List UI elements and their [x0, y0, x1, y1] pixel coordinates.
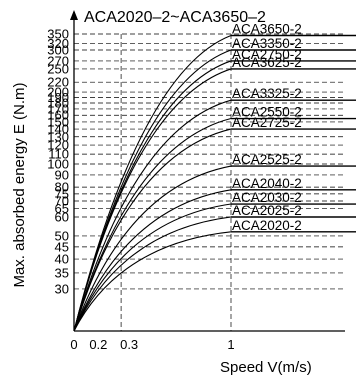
y-tick-label: 190 [47, 90, 69, 105]
y-tick-label: 180 [47, 96, 69, 111]
series-curve [73, 99, 232, 332]
series-curve [73, 189, 232, 332]
series-label: ACA2725-2 [232, 115, 302, 130]
series-curve [73, 49, 232, 332]
series-label: ACA2525-2 [232, 152, 302, 167]
series-label: ACA3325-2 [232, 86, 302, 101]
series-label: ACA3350-2 [232, 36, 302, 51]
y-tick-label: 40 [55, 252, 69, 267]
x-tick-label: 1 [227, 337, 234, 352]
y-tick-label: 140 [47, 122, 69, 137]
y-tick-label: 70 [55, 194, 69, 209]
y-tick-label: 160 [47, 108, 69, 123]
y-tick-label: 60 [55, 210, 69, 225]
y-tick-label: 130 [47, 129, 69, 144]
series-curve [73, 231, 232, 332]
series-label: ACA3625-2 [232, 55, 302, 70]
series-label: ACA2040-2 [232, 176, 302, 191]
x-tick-label: 0 [70, 337, 77, 352]
y-tick-label: 350 [47, 27, 69, 42]
series-curve [73, 68, 232, 332]
y-tick-label: 120 [47, 138, 69, 153]
y-tick-label: 100 [47, 156, 69, 171]
y-axis-label: Max. absorbed energy E (N.m) [11, 82, 28, 287]
series-curve [73, 128, 232, 332]
series-curve [73, 203, 232, 332]
y-tick-label: 200 [47, 85, 69, 100]
y-tick-label: 150 [47, 114, 69, 129]
x-tick-label: 0.2 [89, 337, 107, 352]
y-tick-label: 270 [47, 53, 69, 68]
series-label: ACA2025-2 [232, 203, 302, 218]
y-tick-label: 80 [55, 180, 69, 195]
series-label: ACA3650-2 [232, 21, 302, 36]
y-tick-label: 65 [55, 201, 69, 216]
chart-title: ACA2020–2~ACA3650–2 [84, 9, 266, 26]
y-tick-label: 170 [47, 101, 69, 116]
y-tick-label: 110 [48, 147, 69, 162]
series-curve [73, 216, 232, 332]
y-axis-arrow [70, 10, 78, 20]
y-tick-label: 220 [47, 75, 69, 90]
x-axis-label: Speed V(m/s) [220, 359, 312, 376]
y-tick-label: 45 [55, 239, 69, 254]
y-tick-label: 320 [47, 36, 69, 51]
y-tick-label: 75 [55, 186, 69, 201]
series-label: ACA2750-2 [232, 47, 302, 62]
x-tick-label: 0.3 [120, 337, 138, 352]
series-curve [73, 165, 232, 332]
y-tick-label: 50 [55, 228, 69, 243]
series-label: ACA2550-2 [232, 105, 302, 120]
y-tick-label: 300 [47, 42, 69, 57]
y-tick-label: 35 [55, 265, 69, 280]
series-curve [73, 117, 232, 332]
y-tick-label: 30 [55, 281, 69, 296]
series-label: ACA2020-2 [232, 218, 302, 233]
y-tick-label: 250 [47, 61, 69, 76]
y-tick-label: 90 [55, 167, 69, 182]
series-label: ACA2030-2 [232, 190, 302, 205]
